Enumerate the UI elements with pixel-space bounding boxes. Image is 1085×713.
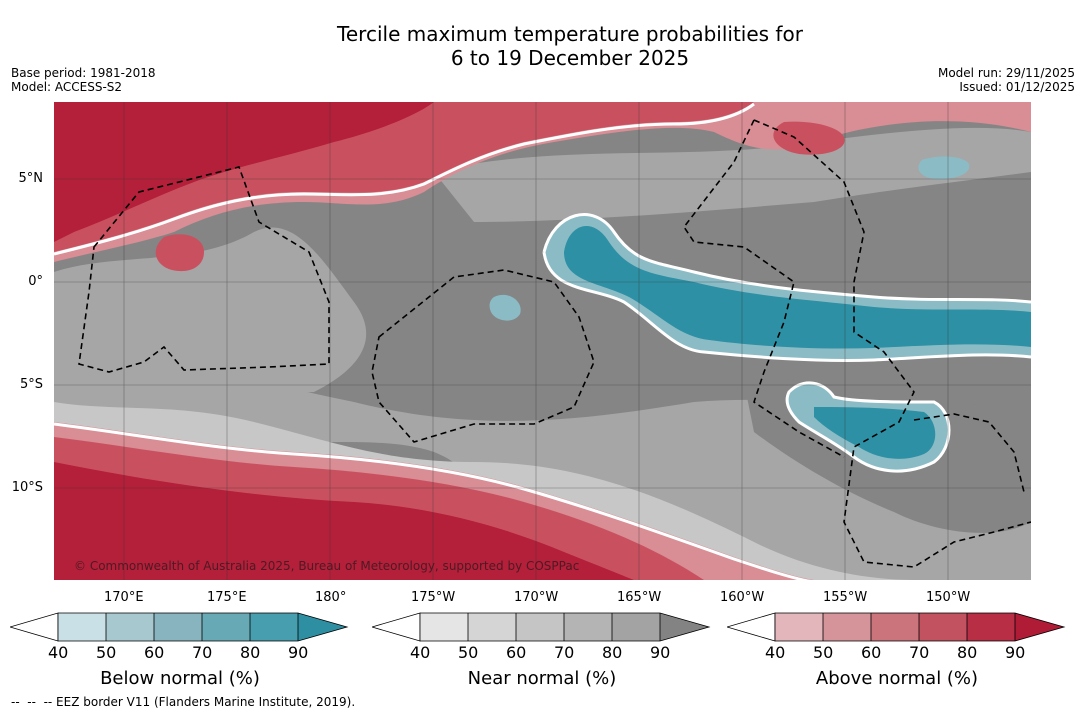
above-tick-80: 80: [957, 643, 978, 662]
lon-label-175w: 175°W: [411, 590, 456, 605]
lat-label-10s: 10°S: [11, 480, 43, 495]
near-tick-50: 50: [458, 643, 479, 662]
near-tick-40: 40: [410, 643, 431, 662]
lon-label-150w: 150°W: [926, 590, 971, 605]
below-normal-strong-equator: [564, 225, 1031, 349]
above-normal-patch-north-180: [155, 234, 204, 272]
eez-legend-note: -- -- -- EEZ border V11 (Flanders Marine…: [11, 695, 356, 709]
colorbar-below-swatch-70: [202, 613, 250, 641]
above-tick-90: 90: [1005, 643, 1026, 662]
colorbar-above-arrow-left: [727, 612, 776, 642]
colorbar-near-normal: [372, 612, 711, 642]
contour-southeast-boundary: [785, 381, 951, 473]
lon-label-180: 180°: [315, 590, 347, 605]
colorbar-below-swatch-50: [106, 613, 154, 641]
eez-borders: [78, 119, 1031, 568]
colorbar-above-swatch-70: [919, 613, 967, 641]
colorbar-below-normal: [10, 612, 349, 642]
colorbar-near-swatch-70: [564, 613, 612, 641]
eez-line-islands-west: [683, 119, 845, 458]
near-tick-90: 90: [650, 643, 671, 662]
near-tick-80: 80: [602, 643, 623, 662]
colorbar-above-swatch-50: [823, 613, 871, 641]
below-tick-90: 90: [288, 643, 309, 662]
colorbar-below-swatch-60: [154, 613, 202, 641]
near-normal-mid-region-north: [434, 127, 1031, 222]
above-tick-50: 50: [813, 643, 834, 662]
below-tick-50: 50: [96, 643, 117, 662]
colorbar-above-swatch-60: [871, 613, 919, 641]
issued-date: Issued: 01/12/2025: [959, 80, 1075, 94]
colorbar-above-swatch-90: [1015, 613, 1064, 641]
below-tick-40: 40: [48, 643, 69, 662]
contour-north-boundary: [54, 102, 755, 256]
lon-label-155w: 155°W: [823, 590, 868, 605]
above-tick-60: 60: [861, 643, 882, 662]
above-normal-strong-south: [54, 462, 634, 580]
above-normal-strong-north: [54, 102, 434, 242]
colorbar-near-swatch-80: [612, 613, 660, 641]
lon-label-175e: 175°E: [207, 590, 247, 605]
colorbar-below-arrow-left: [10, 612, 59, 642]
lat-label-5n: 5°N: [18, 171, 44, 186]
lon-label-170w: 170°W: [514, 590, 559, 605]
lon-label-170e: 170°E: [104, 590, 144, 605]
colorbar-near-swatch-90: [660, 613, 709, 641]
below-normal-strong-southeast: [814, 407, 936, 459]
colorbar-below-swatch-80: [250, 613, 298, 641]
base-period: Base period: 1981-2018: [11, 66, 156, 80]
colorbar-near-swatch-40: [420, 613, 468, 641]
near-tick-60: 60: [506, 643, 527, 662]
above-tick-40: 40: [765, 643, 786, 662]
title-line-2: 6 to 19 December 2025: [450, 46, 690, 70]
below-normal-title: Below normal (%): [100, 668, 260, 689]
below-tick-60: 60: [144, 643, 165, 662]
below-tick-70: 70: [192, 643, 213, 662]
lon-label-160w: 160°W: [720, 590, 765, 605]
eez-kiribati-gilbert: [78, 166, 330, 373]
near-tick-70: 70: [554, 643, 575, 662]
contour-south-boundary: [54, 422, 812, 580]
model-name: Model: ACCESS-S2: [11, 80, 123, 94]
graticule: [54, 102, 1031, 580]
colorbar-near-swatch-50: [468, 613, 516, 641]
colorbar-above-normal: [727, 612, 1066, 642]
lat-label-0: 0°: [28, 274, 43, 289]
colorbar-near-swatch-60: [516, 613, 564, 641]
above-tick-70: 70: [909, 643, 930, 662]
lat-label-5s: 5°S: [19, 377, 43, 392]
above-normal-title: Above normal (%): [815, 668, 979, 689]
colorbar-above-swatch-40: [775, 613, 823, 641]
colorbar-near-arrow-left: [372, 612, 421, 642]
probability-map: © Commonwealth of Australia 2025, Bureau…: [54, 102, 1031, 580]
colorbar-above-swatch-80: [967, 613, 1015, 641]
colorbar-below-swatch-90: [298, 613, 347, 641]
model-run: Model run: 29/11/2025: [937, 66, 1075, 80]
below-normal-patch-equator: [489, 294, 521, 321]
above-normal-patch-north-150w: [773, 121, 845, 155]
contour-equator-boundary: [542, 213, 1031, 362]
lon-label-165w: 165°W: [617, 590, 662, 605]
title-line-1: Tercile maximum temperature probabilitie…: [337, 22, 803, 46]
eez-line-islands: [753, 119, 1031, 568]
below-tick-80: 80: [240, 643, 261, 662]
below-normal-patch-northeast: [918, 156, 970, 180]
near-normal-title: Near normal (%): [467, 668, 617, 689]
colorbar-below-swatch-40: [58, 613, 106, 641]
copyright-notice: © Commonwealth of Australia 2025, Bureau…: [74, 559, 579, 573]
